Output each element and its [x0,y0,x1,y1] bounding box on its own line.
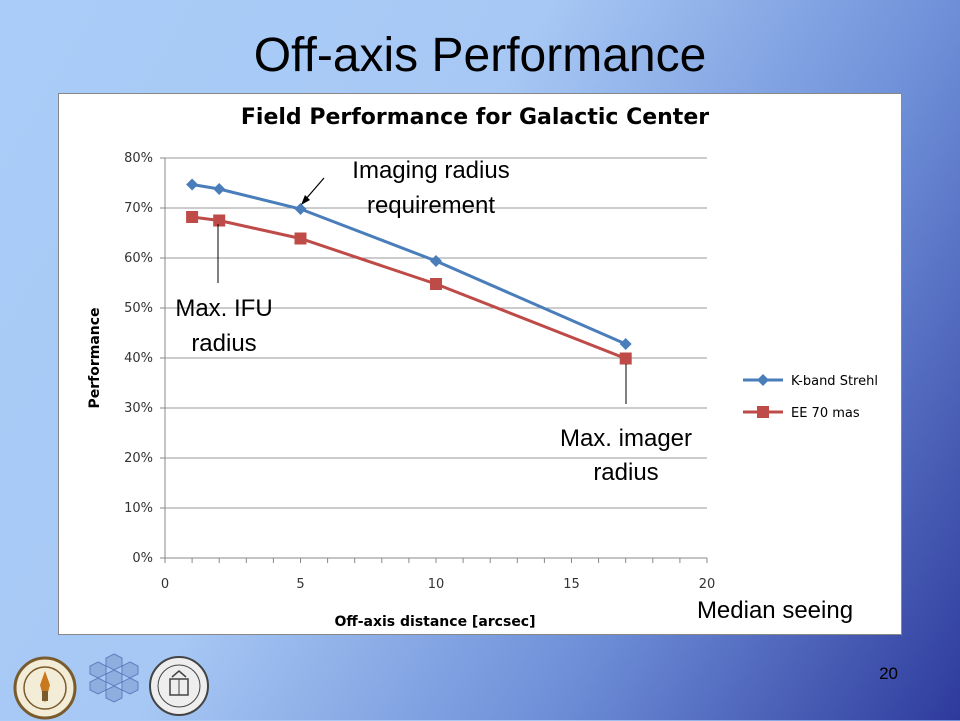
legend: K-band Strehl EE 70 mas [743,374,878,421]
y-tick-label: 30% [124,401,153,416]
x-tick-label: 20 [699,577,716,592]
data-point [619,338,632,350]
page-number: 20 [879,664,898,683]
legend-label: K-band Strehl [791,374,878,389]
x-tick-label: 5 [296,577,304,592]
data-point [186,178,199,191]
data-point [213,183,226,195]
data-point [430,278,442,290]
chart-panel: Field Performance for Galactic Center 0%… [58,93,902,635]
y-tick-label: 60% [124,251,153,266]
caltech-seal-icon [13,656,77,720]
series-layer [186,178,632,365]
annotation-imager-radius: Max. imager radius [560,364,692,486]
annotation-imager-line2: radius [593,459,658,486]
series-k-band-strehl [186,178,632,350]
chart-svg: Field Performance for Galactic Center 0%… [87,105,878,630]
annotation-arrowhead [301,195,310,205]
grid-lines [165,157,707,559]
annotation-imager-line1: Max. imager [560,425,692,452]
slide-title: Off-axis Performance [253,29,707,82]
legend-swatch-marker [757,406,769,418]
data-point [619,352,632,365]
x-tick-label: 0 [161,577,169,592]
annotation-imaging-radius: Imaging radius requirement [301,157,510,219]
legend-entry: K-band Strehl [743,374,878,389]
x-axis-label: Off-axis distance [arcsec] [334,614,535,630]
y-tick-label: 80% [124,151,153,166]
annotation-ifu-line1: Max. IFU [175,295,272,322]
annotation-imaging-radius-line1: Imaging radius [352,157,509,184]
data-point [294,232,307,245]
annotation-imaging-radius-line2: requirement [367,192,495,219]
annotation-ifu-radius: Max. IFU radius [175,224,273,357]
annotation-ifu-line2: radius [191,330,256,357]
y-tick-label: 70% [124,201,153,216]
annotation-median-seeing: Median seeing [697,597,853,624]
y-tick-label: 0% [132,551,153,566]
data-point [213,214,226,227]
y-tick-label: 50% [124,301,153,316]
axes: 0% 10% 20% 30% 40% 50% 60% 70% 80% 0 5 10 15 20 [124,151,715,592]
y-tick-label: 40% [124,351,153,366]
y-tick-label: 20% [124,451,153,466]
series-line [191,215,627,360]
series-ee-70-mas [186,211,632,365]
legend-entry: EE 70 mas [743,406,860,421]
x-tick-label: 10 [428,577,445,592]
legend-label: EE 70 mas [791,406,860,421]
legend-swatch-marker [757,374,769,386]
segmented-mirror-icon [89,653,139,703]
annotation-arrow-line [304,177,325,201]
data-point [186,211,199,223]
chart-title: Field Performance for Galactic Center [241,105,709,130]
data-point [430,255,442,267]
uc-seal-icon [149,656,209,716]
x-tick-label: 15 [563,577,580,592]
y-axis-label: Performance [87,307,103,408]
data-point [294,203,307,215]
y-tick-label: 10% [124,501,153,516]
